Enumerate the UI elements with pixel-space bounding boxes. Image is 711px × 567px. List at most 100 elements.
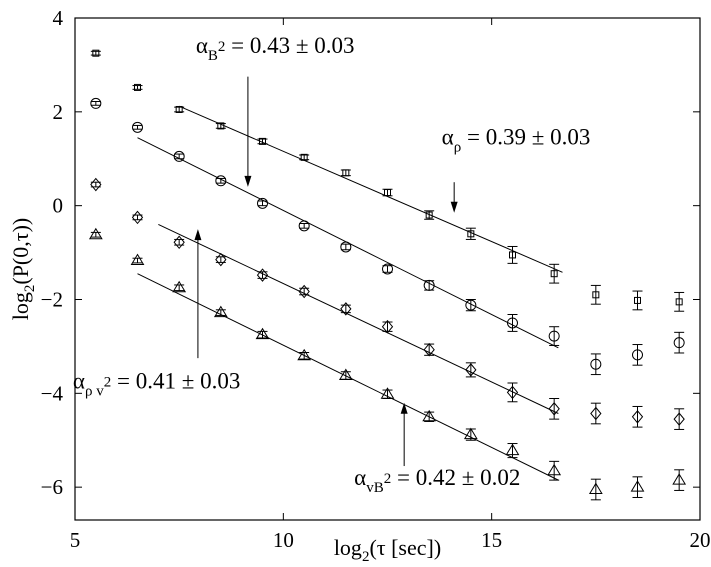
- marker-diamond: [506, 385, 519, 400]
- marker-triangle: [630, 480, 645, 492]
- x-tick-label: 15: [481, 528, 502, 552]
- data-point: [215, 252, 227, 267]
- data-point: [381, 319, 394, 334]
- marker-triangle: [422, 409, 437, 422]
- annotations: αB2 = 0.43 ± 0.03 αρ = 0.39 ± 0.03 αρ v2 =…: [73, 33, 590, 496]
- marker-circle: [548, 330, 560, 342]
- marker-triangle: [255, 327, 270, 340]
- data-point: [590, 284, 601, 305]
- data-point: [547, 460, 562, 481]
- axis-labels: log2(τ [sec]) log2(P(0,τ)): [8, 218, 441, 565]
- marker-circle: [132, 121, 143, 133]
- series-4: [88, 227, 687, 501]
- marker-diamond: [590, 406, 602, 421]
- marker-triangle: [672, 473, 687, 485]
- arrow-head: [244, 175, 252, 187]
- marker-square: [175, 105, 183, 113]
- marker-circle: [507, 317, 518, 329]
- data-point: [90, 49, 101, 57]
- marker-triangle: [463, 427, 478, 440]
- data-point: [338, 368, 353, 380]
- marker-square: [550, 270, 558, 278]
- x-tick-label: 20: [690, 528, 711, 552]
- marker-circle: [340, 241, 352, 253]
- data-point: [507, 314, 518, 332]
- fit-line-3: [158, 223, 559, 414]
- marker-triangle: [213, 305, 228, 318]
- plot-frame: [74, 17, 701, 521]
- y-tick-label: 4: [53, 6, 64, 30]
- y-tick-label: 0: [53, 194, 64, 218]
- marker-triangle: [588, 482, 603, 495]
- data-point: [674, 291, 685, 312]
- marker-circle: [382, 263, 393, 275]
- data-point: [422, 409, 437, 422]
- marker-diamond: [340, 302, 352, 316]
- annotation-2: αρ = 0.39 ± 0.03: [442, 125, 590, 213]
- marker-square: [675, 298, 683, 306]
- data-point: [297, 348, 312, 361]
- data-point: [673, 408, 685, 430]
- data-point: [382, 188, 393, 197]
- marker-diamond: [381, 319, 394, 334]
- data-point: [257, 197, 268, 209]
- data-point: [298, 284, 310, 299]
- data-point: [630, 476, 645, 498]
- marker-circle: [423, 279, 435, 291]
- marker-square: [300, 153, 308, 161]
- x-tick-label: 10: [273, 528, 294, 552]
- arrow-head: [194, 229, 202, 241]
- marker-triangle: [547, 463, 562, 476]
- marker-diamond: [548, 402, 560, 416]
- data-point: [88, 227, 103, 240]
- data-point: [549, 263, 560, 284]
- marker-square: [134, 83, 141, 91]
- data-point: [632, 290, 643, 311]
- data-point: [90, 177, 102, 192]
- data-point: [632, 344, 643, 366]
- marker-diamond: [131, 210, 144, 225]
- y-tick-label: −4: [41, 381, 64, 405]
- marker-triangle: [380, 387, 395, 399]
- annotation-3: αρ v2 = 0.41 ± 0.03: [73, 229, 240, 400]
- series-2: [90, 97, 685, 376]
- marker-diamond: [173, 235, 185, 250]
- fit-line-1: [178, 105, 563, 273]
- marker-diamond: [673, 412, 685, 426]
- data-point: [380, 387, 395, 399]
- marker-circle: [590, 358, 602, 370]
- marker-circle: [673, 337, 685, 349]
- data-point: [507, 245, 518, 264]
- y-axis-label: log2(P(0,τ)): [8, 218, 38, 321]
- arrow-head: [450, 201, 458, 213]
- marker-square: [509, 251, 516, 259]
- marker-square: [592, 291, 600, 299]
- data-point: [424, 210, 435, 220]
- data-point: [256, 268, 269, 282]
- x-axis-label: log2(τ [sec]): [334, 535, 441, 565]
- data-point: [672, 469, 687, 491]
- annotation-label: αvB2 = 0.42 ± 0.02: [354, 465, 520, 496]
- marker-circle: [632, 349, 643, 361]
- data-point: [130, 253, 145, 266]
- data-point: [299, 153, 310, 161]
- data-point: [465, 227, 476, 240]
- marker-diamond: [423, 342, 435, 357]
- marker-triangle: [130, 253, 145, 266]
- series-3: [90, 177, 685, 430]
- marker-circle: [298, 220, 310, 232]
- marker-square: [425, 211, 433, 219]
- data-point: [90, 97, 102, 109]
- data-point: [590, 402, 602, 425]
- data-point: [255, 327, 270, 340]
- marker-diamond: [298, 284, 310, 299]
- marker-diamond: [465, 363, 477, 377]
- marker-circle: [90, 97, 102, 109]
- data-point: [174, 105, 185, 113]
- data-point: [215, 175, 227, 187]
- marker-square: [384, 189, 391, 197]
- marker-circle: [257, 197, 268, 209]
- data-point: [298, 220, 310, 232]
- marker-square: [259, 137, 266, 145]
